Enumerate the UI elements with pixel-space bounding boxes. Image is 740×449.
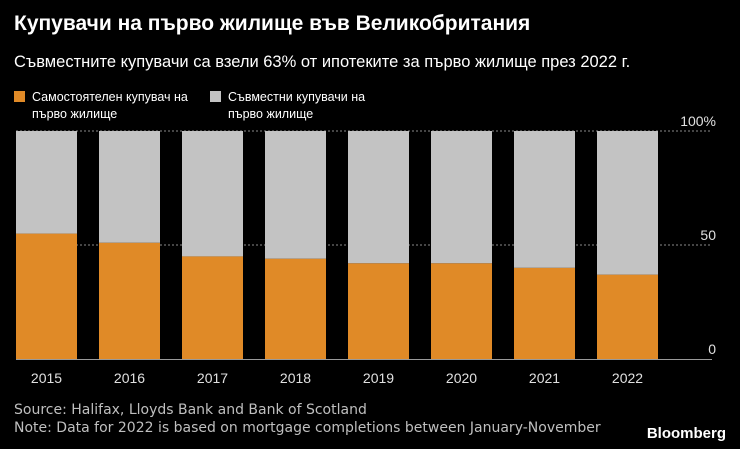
legend-label-single: Самостоятелен купувач на първо жилище <box>32 90 188 121</box>
source-note: Source: Halifax, Lloyds Bank and Bank of… <box>14 402 367 418</box>
x-tick-label-2021: 2021 <box>529 370 560 386</box>
x-tick-label-2020: 2020 <box>446 370 477 386</box>
legend-swatch-joint <box>210 91 221 102</box>
chart-title: Купувачи на първо жилище във Великобрита… <box>14 12 531 35</box>
x-tick-label-2018: 2018 <box>280 370 311 386</box>
legend-swatch-single <box>14 91 25 102</box>
bar-joint-2017 <box>182 131 243 257</box>
x-tick-label-2022: 2022 <box>612 370 643 386</box>
data-note: Note: Data for 2022 is based on mortgage… <box>14 420 601 436</box>
bar-single-2022 <box>597 274 658 359</box>
bar-single-2021 <box>514 267 575 359</box>
bar-single-2018 <box>265 258 326 359</box>
bar-joint-2016 <box>99 131 160 243</box>
bar-joint-2018 <box>265 131 326 259</box>
legend-label-joint: Съвместни купувачи на първо жилище <box>228 90 366 121</box>
bars-layer <box>16 131 658 359</box>
bar-single-2019 <box>348 263 409 359</box>
bar-single-2016 <box>99 242 160 359</box>
x-tick-label-2015: 2015 <box>31 370 62 386</box>
bar-joint-2015 <box>16 131 77 234</box>
bloomberg-logo: Bloomberg <box>646 425 726 442</box>
y-tick-label-50: 50 <box>700 227 716 243</box>
bar-single-2017 <box>182 256 243 359</box>
bar-joint-2022 <box>597 131 658 275</box>
bar-joint-2020 <box>431 131 492 264</box>
bar-joint-2019 <box>348 131 409 264</box>
y-tick-label-0: 0 <box>708 341 716 357</box>
bar-single-2020 <box>431 263 492 359</box>
y-tick-label-100: 100% <box>680 113 716 129</box>
x-tick-label-2016: 2016 <box>114 370 145 386</box>
bar-joint-2021 <box>514 131 575 268</box>
chart-subtitle: Съвместните купувачи са взели 63% от ипо… <box>14 53 631 71</box>
x-tick-label-2019: 2019 <box>363 370 394 386</box>
labels-layer: 0 50 100% 2015 2016 2017 2018 2019 2020 2021 2022 <box>31 113 716 386</box>
x-tick-label-2017: 2017 <box>197 370 228 386</box>
legend-item-single-buyer: Самостоятелен купувач на първо жилище <box>14 89 204 123</box>
legend-item-joint-buyers: Съвместни купувачи на първо жилище <box>210 89 400 123</box>
bar-single-2015 <box>16 233 77 359</box>
